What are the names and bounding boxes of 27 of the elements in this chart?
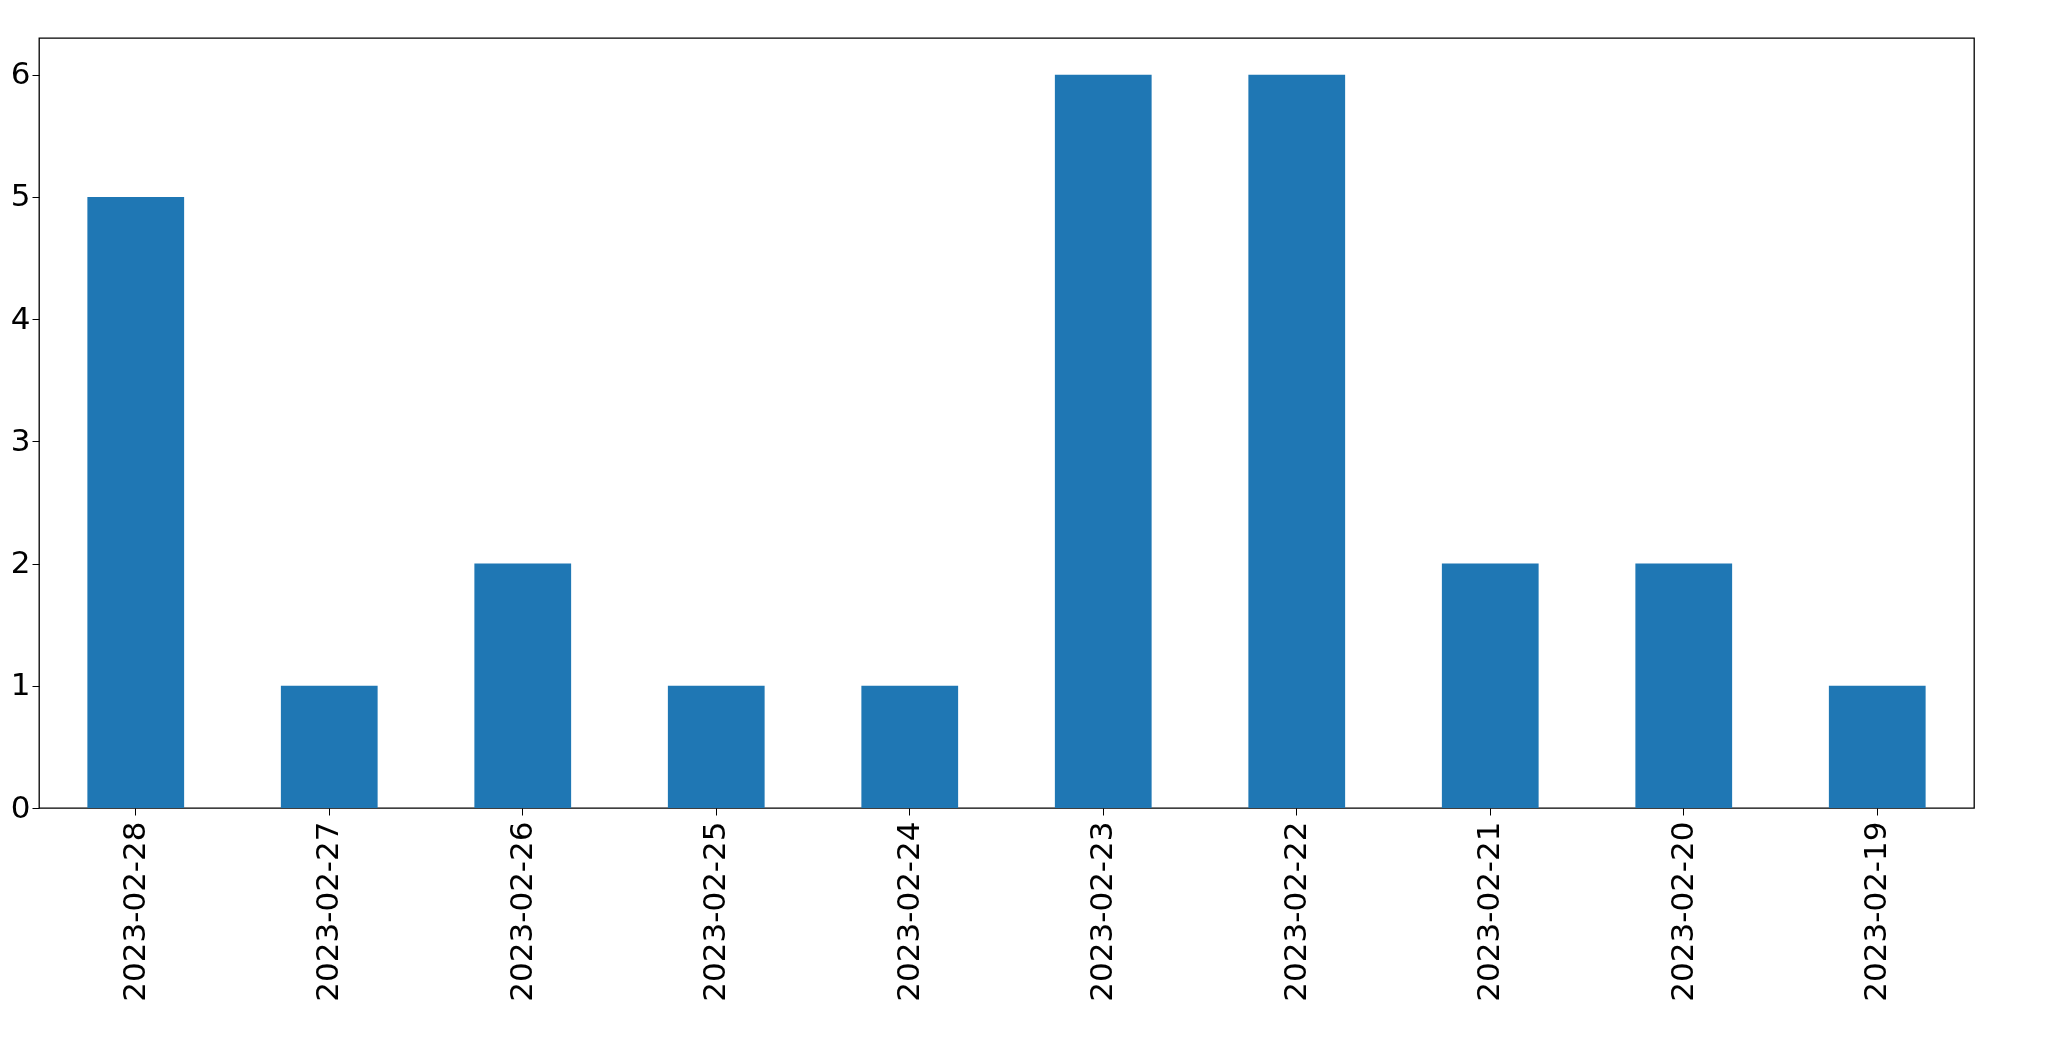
y-tick-label: 3 [10, 421, 31, 458]
y-tick-label: 5 [10, 177, 31, 214]
bar [1441, 563, 1539, 808]
bar [1635, 563, 1733, 808]
x-tick-label: 2023-02-26 [502, 821, 539, 1002]
x-tick-label: 2023-02-28 [115, 821, 152, 1002]
x-tick-label: 2023-02-25 [696, 821, 733, 1002]
x-tick-label: 2023-02-21 [1470, 821, 1507, 1002]
x-tick-label: 2023-02-27 [309, 821, 346, 1002]
x-tick-label: 2023-02-24 [889, 821, 926, 1002]
y-tick-label: 1 [10, 666, 31, 703]
bar [1248, 74, 1346, 808]
y-tick-label: 0 [10, 788, 31, 825]
bar [1054, 74, 1152, 808]
x-tick-label: 2023-02-23 [1083, 821, 1120, 1002]
bar [474, 563, 572, 808]
bar [667, 685, 765, 808]
bar [280, 685, 378, 808]
bar [87, 196, 185, 808]
y-tick-label: 4 [10, 299, 31, 336]
bar [1828, 685, 1926, 808]
x-tick-label: 2023-02-19 [1857, 821, 1894, 1002]
x-tick-label: 2023-02-22 [1276, 821, 1313, 1002]
y-tick-label: 2 [10, 544, 31, 581]
bar [861, 685, 959, 808]
y-tick-label: 6 [10, 55, 31, 92]
x-tick-label: 2023-02-20 [1663, 821, 1700, 1002]
